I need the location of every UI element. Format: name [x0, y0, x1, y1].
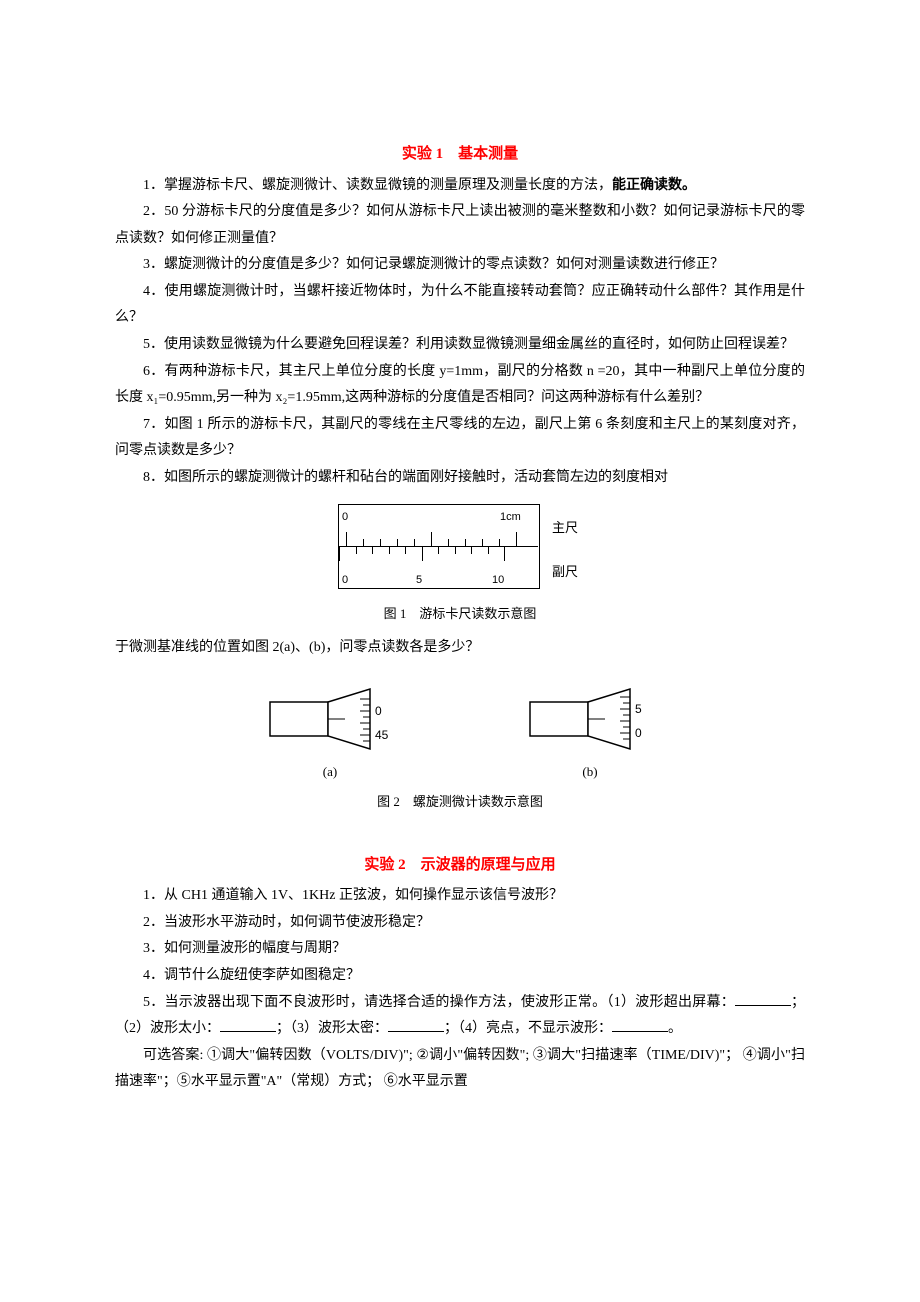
exp2-q5: 5．当示波器出现下面不良波形时，请选择合适的操作方法，使波形正常。（1）波形超出…	[115, 990, 805, 1043]
fig1-sub-tick	[455, 546, 456, 554]
fig1-main-tick	[516, 532, 517, 547]
blank-2	[220, 1017, 276, 1032]
fig2b-lower: 0	[635, 726, 642, 740]
document-page: 实验 1 基本测量 1．掌握游标卡尺、螺旋测微计、读数显微镜的测量原理及测量长度…	[0, 0, 920, 1156]
fig1-side-sub: 副尺	[552, 560, 578, 585]
figure-1: 0 1cm 0 5 10 主尺 副尺	[115, 504, 805, 599]
exp1-q4: 4．使用螺旋测微计时，当螺杆接近物体时，为什么不能直接转动套筒？应正确转动什么部…	[115, 279, 805, 332]
fig1-sub-tick	[405, 546, 406, 554]
exp2-q5-e: 。	[668, 1021, 682, 1036]
fig1-sub-tick	[339, 546, 340, 561]
exp1-title: 实验 1 基本测量	[115, 140, 805, 169]
exp1-q1-text: 1．掌握游标卡尺、螺旋测微计、读数显微镜的测量原理及测量长度的方法，	[143, 178, 612, 193]
blank-1	[735, 991, 791, 1006]
exp2-answers: 可选答案: ①调大"偏转因数（VOLTS/DIV)"; ②调小"偏转因数"; ③…	[115, 1043, 805, 1096]
blank-3	[388, 1017, 444, 1032]
figure-1-diagram: 0 1cm 0 5 10 主尺 副尺	[320, 504, 600, 588]
exp2-q4: 4．调节什么旋纽使李萨如图稳定？	[115, 963, 805, 990]
figure-2-caption: 图 2 螺旋测微计读数示意图	[115, 790, 805, 815]
exp1-q8a: 8．如图所示的螺旋测微计的螺杆和砧台的端面刚好接触时，活动套筒左边的刻度相对	[115, 465, 805, 492]
exp1-q1-bold: 能正确读数。	[612, 178, 696, 193]
figure-2a: 0 45 (a)	[260, 684, 400, 785]
fig1-sub-tick	[389, 546, 390, 554]
blank-4	[612, 1017, 668, 1032]
figure-2-row: 0 45 (a) 5	[260, 684, 660, 785]
fig1-sub-tick	[438, 546, 439, 554]
exp2-q2: 2．当波形水平游动时，如何调节使波形稳定？	[115, 910, 805, 937]
fig1-sub-tick	[372, 546, 373, 554]
fig1-sub-scale	[338, 546, 540, 589]
exp2-q3: 3．如何测量波形的幅度与周期？	[115, 936, 805, 963]
fig1-sub-0: 0	[342, 570, 348, 591]
figure-1-caption: 图 1 游标卡尺读数示意图	[115, 602, 805, 627]
figure-2: 0 45 (a) 5	[115, 684, 805, 787]
fig1-side-main: 主尺	[552, 516, 578, 541]
fig1-sub-5: 5	[416, 570, 422, 591]
fig1-sub-tick	[422, 546, 423, 561]
exp2-q5-d: ；（4）亮点，不显示波形：	[444, 1021, 612, 1036]
fig1-main-0: 0	[342, 507, 348, 528]
fig1-sub-tick	[356, 546, 357, 554]
exp1-q3: 3．螺旋测微计的分度值是多少？如何记录螺旋测微计的零点读数？如何对测量读数进行修…	[115, 252, 805, 279]
fig1-main-1cm: 1cm	[500, 507, 521, 528]
exp2-q5-c: ；（3）波形太密：	[276, 1021, 388, 1036]
fig1-main-tick	[431, 532, 432, 547]
fig2a-upper: 0	[375, 704, 382, 718]
exp1-q6: 6．有两种游标卡尺，其主尺上单位分度的长度 y=1mm，副尺的分格数 n =20…	[115, 359, 805, 412]
fig2b-upper: 5	[635, 702, 642, 716]
fig1-sub-tick	[504, 546, 505, 561]
figure-2a-label: (a)	[260, 760, 400, 785]
exp1-q7: 7．如图 1 所示的游标卡尺，其副尺的零线在主尺零线的左边，副尺上第 6 条刻度…	[115, 412, 805, 465]
fig1-sub-tick	[471, 546, 472, 554]
fig1-divider	[338, 546, 538, 547]
exp1-q1: 1．掌握游标卡尺、螺旋测微计、读数显微镜的测量原理及测量长度的方法，能正确读数。	[115, 173, 805, 200]
exp1-q5: 5．使用读数显微镜为什么要避免回程误差？利用读数显微镜测量细金属丝的直径时，如何…	[115, 332, 805, 359]
figure-2b-label: (b)	[520, 760, 660, 785]
fig1-sub-10: 10	[492, 570, 504, 591]
fig1-sub-tick	[488, 546, 489, 554]
exp1-q8b: 于微测基准线的位置如图 2(a)、(b)，问零点读数各是多少？	[115, 635, 805, 662]
fig2a-lower: 45	[375, 728, 389, 742]
figure-2b: 5 0 (b)	[520, 684, 660, 785]
exp2-q1: 1．从 CH1 通道输入 1V、1KHz 正弦波，如何操作显示该信号波形？	[115, 883, 805, 910]
fig1-main-tick	[346, 532, 347, 547]
exp2-title: 实验 2 示波器的原理与应用	[115, 851, 805, 880]
exp2-q5-a: 5．当示波器出现下面不良波形时，请选择合适的操作方法，使波形正常。（1）波形超出…	[143, 995, 735, 1010]
exp1-q2: 2．50 分游标卡尺的分度值是多少？如何从游标卡尺上读出被测的毫米整数和小数？如…	[115, 199, 805, 252]
